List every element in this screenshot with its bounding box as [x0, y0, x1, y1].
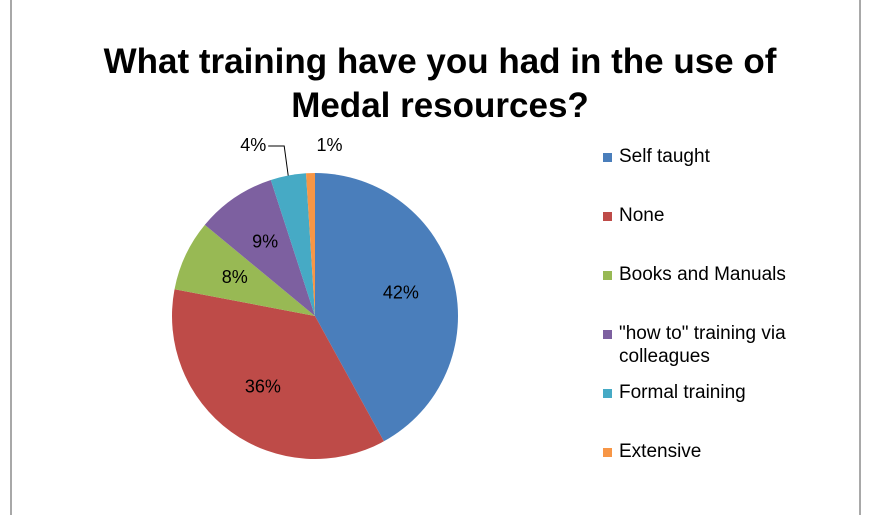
pie-slice — [306, 173, 315, 316]
legend-item: Extensive — [603, 440, 843, 499]
legend-label: Books and Manuals — [619, 264, 786, 285]
legend-swatch — [603, 330, 612, 339]
pie-slice — [315, 173, 458, 442]
pie-slice — [172, 289, 384, 459]
legend-label: Formal training — [619, 382, 746, 403]
legend-item: Formal training — [603, 381, 843, 440]
data-label: 8% — [222, 267, 248, 287]
pie-slice — [174, 224, 315, 316]
legend-swatch — [603, 271, 612, 280]
legend-item: "how to" training via colleagues — [603, 322, 843, 381]
chart-title: What training have you had in the use of… — [103, 42, 777, 125]
legend-label: None — [619, 205, 665, 226]
legend-swatch — [603, 448, 612, 457]
legend-swatch — [603, 389, 612, 398]
legend-swatch — [603, 153, 612, 162]
legend-item: Books and Manuals — [603, 263, 843, 322]
data-label: 36% — [245, 376, 281, 396]
legend-item: None — [603, 204, 843, 263]
legend: Self taught None Books and Manuals "how to"… — [603, 145, 843, 499]
chart-border — [10, 0, 861, 515]
data-label: 4% — [240, 135, 266, 155]
legend-label: Self taught — [619, 146, 710, 167]
legend-item: Self taught — [603, 145, 843, 204]
legend-label: Extensive — [619, 441, 702, 462]
legend-label: "how to" training via colleagues — [619, 323, 786, 367]
pie-slice — [270, 173, 315, 316]
data-label: 1% — [317, 135, 343, 155]
data-label: 9% — [252, 231, 278, 251]
pie-slice — [204, 179, 315, 316]
leader-line — [268, 145, 289, 176]
data-label: 42% — [383, 283, 419, 303]
legend-swatch — [603, 212, 612, 221]
